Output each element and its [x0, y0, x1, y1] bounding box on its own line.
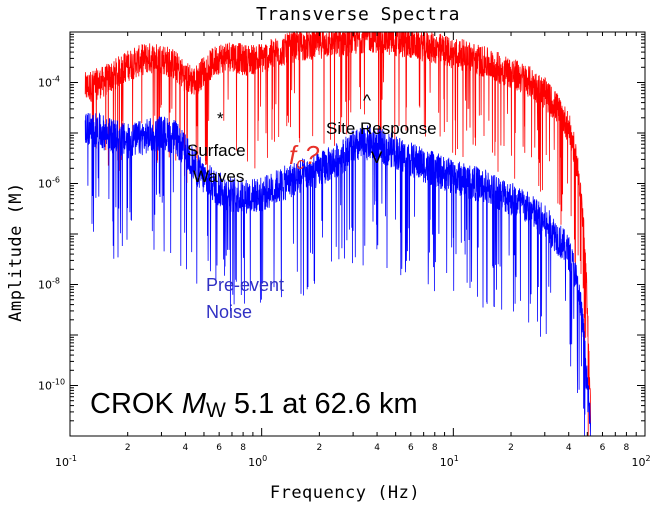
x-minor-tick-label: 6 [216, 443, 222, 453]
event-caption: CROK MW 5.1 at 62.6 km [90, 388, 418, 422]
axes-layer: 2 4 6 8 2 4 6 8 2 4 6 8 10-1 100 101 102 10-4 10-6 10-8 10-… [38, 32, 651, 469]
chart-title: Transverse Spectra [256, 4, 460, 25]
x-minor-tick-label: 4 [566, 443, 572, 453]
x-minor-tick-label: 4 [183, 443, 189, 453]
x-minor-tick-label: 2 [316, 443, 322, 453]
x-minor-tick-label: 8 [240, 443, 246, 453]
y-major-tick-label: 10-8 [38, 277, 60, 292]
y-axis-title: Amplitude (M) [6, 182, 26, 322]
annotation-caret: ^ [363, 91, 371, 110]
y-major-tick-label: 10-4 [38, 75, 60, 90]
x-minor-tick-label: 4 [374, 443, 380, 453]
x-major-tick-label: 10-1 [55, 454, 77, 469]
x-minor-tick-label: 2 [125, 443, 131, 453]
annotation-waves: Waves [193, 167, 244, 186]
x-axis-title: Frequency (Hz) [270, 483, 420, 503]
annotation-fc: fc? [289, 140, 320, 173]
y-major-tick-label: 10-6 [38, 176, 60, 191]
y-major-tick-label: 10-10 [38, 378, 65, 393]
annotation-surface: Surface [187, 141, 246, 160]
x-minor-tick-label: 6 [600, 443, 606, 453]
event-spectrum-line [84, 30, 591, 437]
x-minor-tick-label: 8 [432, 443, 438, 453]
x-minor-tick-label: 2 [508, 443, 514, 453]
x-minor-tick-label: 8 [624, 443, 630, 453]
x-major-tick-label: 100 [248, 454, 267, 469]
x-major-tick-label: 101 [440, 454, 459, 469]
series-layer [84, 30, 591, 437]
plot-frame [69, 31, 646, 437]
annotation-v: V [371, 148, 383, 167]
annotation-site-response: Site Response [326, 119, 437, 138]
annotation-pre-event: Pre-event [206, 275, 284, 295]
x-minor-tick-label: 6 [408, 443, 414, 453]
noise-spectrum-line [84, 112, 591, 437]
x-major-tick-label: 102 [631, 454, 650, 469]
annotation-noise: Noise [206, 302, 252, 322]
annotation-asterisk: * [217, 109, 224, 128]
